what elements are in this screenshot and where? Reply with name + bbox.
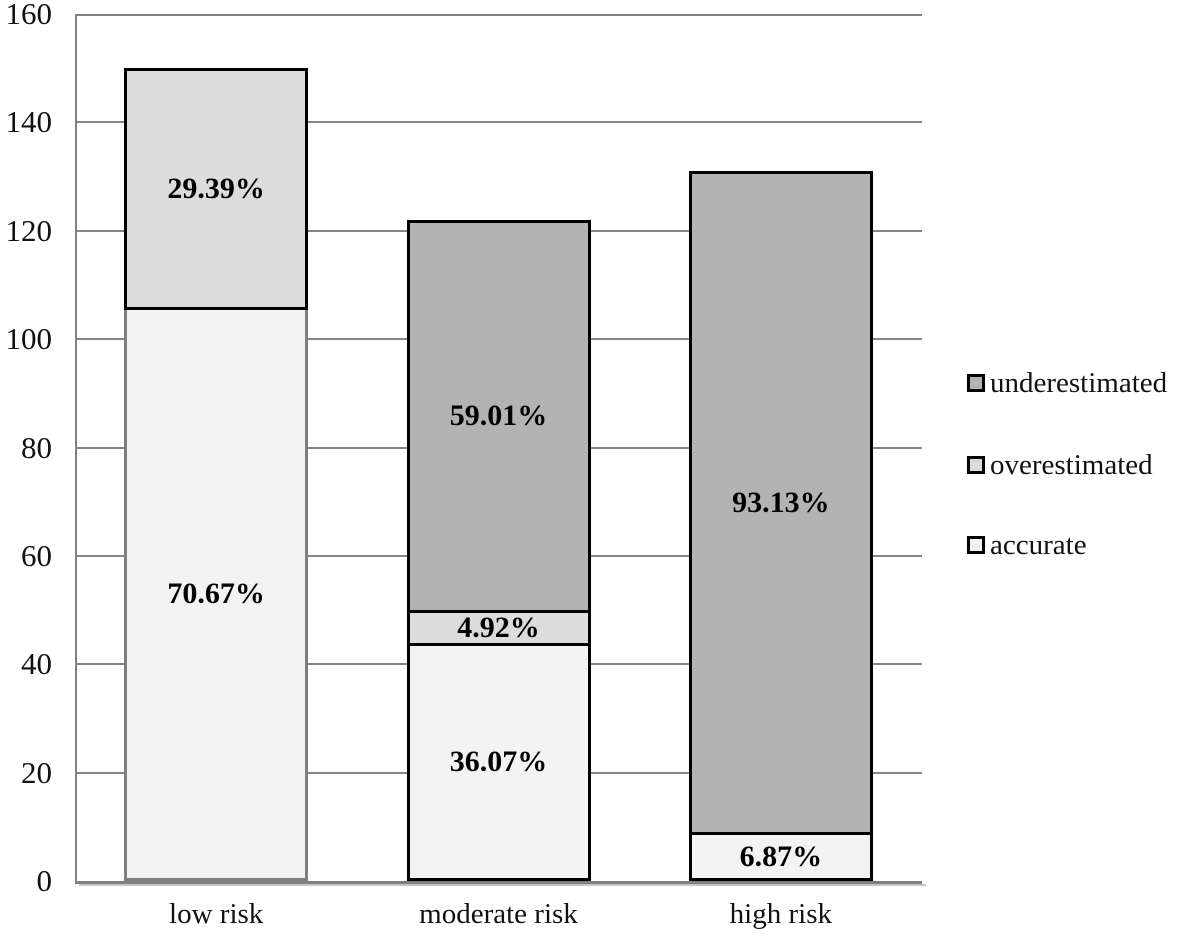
segment-percent-label: 70.67% xyxy=(167,576,265,610)
legend-swatch-underestimated xyxy=(967,374,985,392)
y-tick-label: 100 xyxy=(5,321,53,357)
y-tick-label: 40 xyxy=(21,646,52,682)
legend-label: overestimated xyxy=(990,448,1153,481)
y-tick-label: 120 xyxy=(5,212,53,248)
legend-item-overestimated: overestimated xyxy=(967,448,1153,482)
x-axis-shadow xyxy=(79,884,926,886)
legend-label: underestimated xyxy=(990,366,1168,399)
segment-percent-label: 29.39% xyxy=(167,171,265,205)
x-category-label: moderate risk xyxy=(419,898,578,930)
bar-segment-accurate: 6.87% xyxy=(688,832,873,881)
segment-percent-label: 36.07% xyxy=(449,744,548,778)
y-tick-label: 80 xyxy=(21,429,52,465)
gridline xyxy=(75,121,922,124)
segment-percent-label: 59.01% xyxy=(449,399,548,433)
y-tick-label: 160 xyxy=(5,0,53,31)
legend-item-underestimated: underestimated xyxy=(967,366,1167,400)
segment-percent-label: 4.92% xyxy=(457,610,540,644)
legend-swatch-overestimated xyxy=(967,456,985,474)
segment-percent-label: 6.87% xyxy=(739,839,823,873)
plot-border-top xyxy=(75,14,922,16)
legend-swatch-accurate xyxy=(967,536,985,554)
plot-border-left xyxy=(75,14,77,884)
x-axis-line xyxy=(75,881,922,884)
bar-segment-accurate: 70.67% xyxy=(124,306,309,881)
bar-segment-overestimated: 29.39% xyxy=(124,68,309,310)
legend-item-accurate: accurate xyxy=(967,528,1087,562)
bar-segment-accurate: 36.07% xyxy=(406,642,591,881)
y-tick-label: 140 xyxy=(5,104,53,140)
y-tick-label: 20 xyxy=(21,754,52,790)
segment-percent-label: 93.13% xyxy=(732,486,830,520)
y-tick-label: 60 xyxy=(21,537,52,573)
y-tick-label: 0 xyxy=(36,863,53,898)
bar-segment-underestimated: 93.13% xyxy=(688,171,873,836)
x-category-label: low risk xyxy=(169,898,264,930)
legend-label: accurate xyxy=(990,528,1087,561)
x-category-label: high risk xyxy=(729,898,832,930)
bar-segment-underestimated: 59.01% xyxy=(406,219,591,614)
bar-segment-overestimated: 4.92% xyxy=(406,610,591,646)
